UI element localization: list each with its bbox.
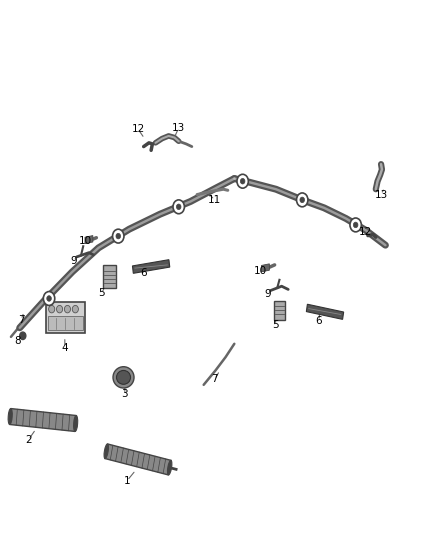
Ellipse shape — [113, 367, 134, 388]
Text: 5: 5 — [272, 320, 279, 330]
Ellipse shape — [8, 409, 12, 424]
Text: 13: 13 — [374, 190, 388, 199]
FancyBboxPatch shape — [103, 265, 116, 288]
Ellipse shape — [117, 370, 131, 384]
Text: 7: 7 — [18, 315, 25, 325]
Text: 12: 12 — [359, 227, 372, 237]
Circle shape — [240, 179, 245, 184]
Circle shape — [173, 200, 184, 214]
Text: 9: 9 — [265, 289, 272, 299]
Text: 8: 8 — [14, 336, 21, 346]
Circle shape — [49, 305, 55, 313]
Text: 10: 10 — [79, 236, 92, 246]
Text: 10: 10 — [254, 266, 267, 276]
Circle shape — [113, 229, 124, 243]
Ellipse shape — [74, 416, 78, 431]
Text: 1: 1 — [124, 476, 131, 486]
Circle shape — [353, 222, 358, 228]
Text: 11: 11 — [208, 195, 221, 205]
Text: 9: 9 — [70, 256, 77, 266]
Circle shape — [297, 193, 308, 207]
Text: 2: 2 — [25, 435, 32, 445]
Polygon shape — [261, 264, 269, 272]
Circle shape — [350, 218, 361, 232]
Text: 6: 6 — [140, 268, 147, 278]
FancyBboxPatch shape — [274, 301, 285, 320]
Circle shape — [47, 296, 51, 301]
Ellipse shape — [104, 444, 109, 458]
FancyBboxPatch shape — [46, 302, 85, 333]
Text: 13: 13 — [172, 123, 185, 133]
Circle shape — [116, 233, 120, 239]
Polygon shape — [132, 260, 170, 273]
Polygon shape — [10, 409, 76, 431]
Text: 12: 12 — [131, 124, 145, 134]
Text: 7: 7 — [211, 375, 218, 384]
Circle shape — [237, 174, 248, 188]
Circle shape — [300, 197, 304, 203]
Circle shape — [64, 305, 71, 313]
Circle shape — [57, 305, 63, 313]
Text: 4: 4 — [61, 343, 68, 352]
Polygon shape — [85, 236, 93, 244]
FancyBboxPatch shape — [48, 316, 83, 330]
Text: 3: 3 — [121, 390, 128, 399]
Polygon shape — [105, 444, 171, 475]
Circle shape — [72, 305, 78, 313]
Ellipse shape — [167, 461, 172, 475]
Text: 6: 6 — [315, 316, 322, 326]
Text: 5: 5 — [98, 288, 105, 298]
Circle shape — [43, 292, 55, 305]
Polygon shape — [306, 304, 344, 319]
Circle shape — [177, 204, 181, 209]
Circle shape — [20, 332, 26, 340]
